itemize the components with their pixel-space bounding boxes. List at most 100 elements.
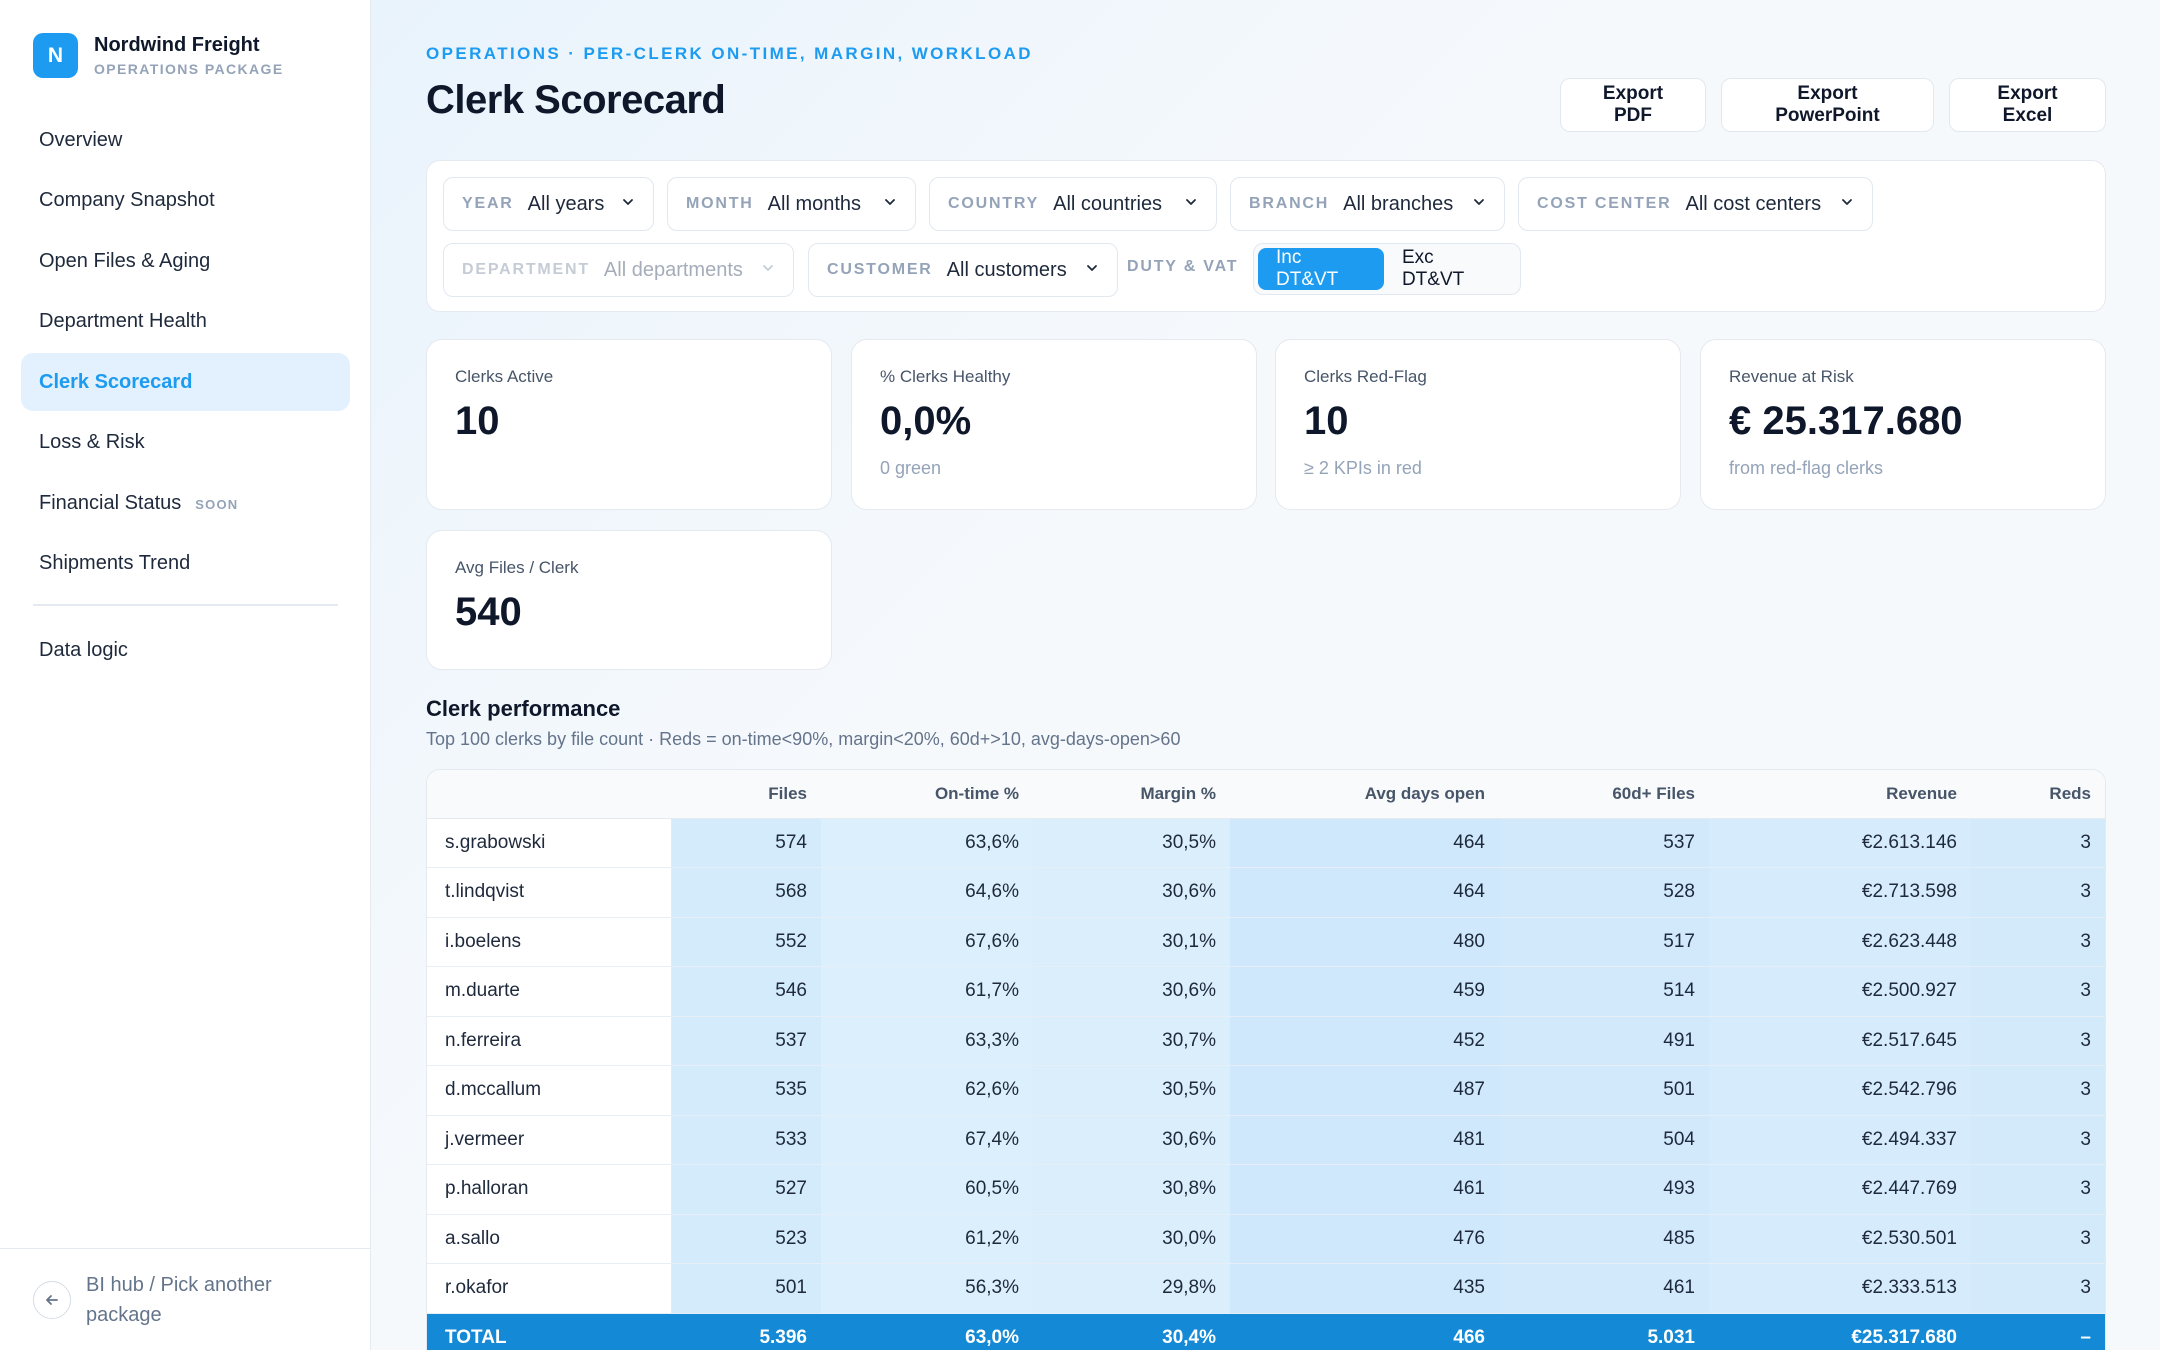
sidebar-item-shipments-trend[interactable]: Shipments Trend (21, 535, 350, 593)
table-cell: €2.623.448 (1709, 917, 1971, 967)
table-cell: 480 (1230, 917, 1499, 967)
table-cell: 493 (1499, 1164, 1709, 1215)
table-cell: 64,6% (821, 867, 1033, 918)
table-cell: 29,8% (1033, 1263, 1230, 1314)
filter-label: MONTH (686, 195, 754, 212)
cost-center-filter[interactable]: COST CENTER All cost centers (1518, 177, 1873, 231)
sidebar-item-label: Loss & Risk (39, 431, 145, 453)
table-cell: 491 (1499, 1016, 1709, 1066)
table-cell: 527 (671, 1164, 821, 1215)
month-filter[interactable]: MONTH All months (667, 177, 916, 231)
inc-dtvt-option[interactable]: Inc DT&VT (1258, 247, 1384, 290)
filter-label: YEAR (462, 195, 514, 212)
table-cell: 63,3% (821, 1016, 1033, 1066)
column-header[interactable]: 60d+ Files (1499, 770, 1709, 819)
filter-label: DEPARTMENT (462, 261, 590, 278)
table-cell: 466 (1230, 1313, 1499, 1350)
column-header[interactable]: On-time % (821, 770, 1033, 819)
table-cell: 537 (1499, 818, 1709, 868)
table-cell: 63,6% (821, 818, 1033, 868)
table-row[interactable]: s.grabowski 574 63,6% 30,5% 464 537 €2.613.146… (427, 818, 2105, 868)
table-title: Clerk performance (426, 696, 621, 721)
column-header[interactable] (427, 770, 671, 819)
clerk-name-cell: i.boelens (427, 917, 672, 967)
filter-value: All departments (603, 258, 743, 281)
table-cell: 546 (671, 966, 821, 1017)
filter-value: All countries (1053, 192, 1163, 215)
table-row[interactable]: d.mccallum 535 62,6% 30,5% 487 501 €2.542.796 3 (427, 1065, 2105, 1116)
sidebar-item-loss-risk[interactable]: Loss & Risk (21, 414, 350, 472)
table-body: s.grabowski 574 63,6% 30,5% 464 537 €2.613.146… (427, 818, 2105, 1350)
brand[interactable]: N Nordwind Freight OPERATIONS PACKAGE (33, 33, 284, 78)
clerk-name-cell: j.vermeer (427, 1115, 672, 1165)
table-row[interactable]: p.halloran 527 60,5% 30,8% 461 493 €2.447.769 3 (427, 1164, 2105, 1215)
table-cell: 3 (1971, 818, 2105, 868)
table-cell: 67,6% (821, 917, 1033, 967)
sidebar-item-label: Overview (39, 128, 123, 151)
main-content: OPERATIONS · PER-CLERK ON-TIME, MARGIN, … (371, 0, 2160, 1350)
table-row[interactable]: t.lindqvist 568 64,6% 30,6% 464 528 €2.713.598… (427, 867, 2105, 918)
brand-subtitle: OPERATIONS PACKAGE (94, 61, 284, 77)
sidebar-footer[interactable]: BI hub / Pick another package (0, 1248, 371, 1350)
table-cell: 30,6% (1033, 867, 1230, 918)
export-powerpoint-button[interactable]: Export PowerPoint (1721, 78, 1934, 132)
kpi-label: Clerks Active (455, 367, 554, 386)
arrow-left-icon[interactable] (33, 1280, 71, 1319)
filter-value: All years (527, 192, 605, 215)
sidebar-item-open-files-aging[interactable]: Open Files & Aging (21, 232, 350, 290)
column-header[interactable]: Files (671, 770, 821, 819)
table-cell: 56,3% (821, 1263, 1033, 1314)
filter-label: COST CENTER (1537, 195, 1672, 212)
table-cell: €2.500.927 (1709, 966, 1971, 1017)
table-cell: 459 (1230, 966, 1499, 1017)
department-filter: DEPARTMENT All departments (443, 243, 794, 297)
brand-logo: N (33, 33, 78, 78)
sidebar-item-financial-status[interactable]: Financial Status SOON (21, 474, 350, 532)
table-cell: 3 (1971, 1263, 2105, 1314)
clerk-table: Files On-time % Margin % Avg days open 6… (427, 770, 2105, 1350)
table-row[interactable]: j.vermeer 533 67,4% 30,6% 481 504 €2.494.337 3 (427, 1115, 2105, 1165)
sidebar-item-data-logic[interactable]: Data logic (21, 621, 350, 679)
clerk-name-cell: n.ferreira (427, 1016, 672, 1066)
table-cell: 30,5% (1033, 818, 1230, 868)
clerk-name-cell: s.grabowski (427, 818, 672, 868)
table-cell: 3 (1971, 966, 2105, 1017)
sidebar-item-overview[interactable]: Overview (21, 111, 350, 169)
sidebar-item-clerk-scorecard[interactable]: Clerk Scorecard (21, 353, 350, 411)
column-header[interactable]: Avg days open (1230, 770, 1499, 819)
sidebar-item-company-snapshot[interactable]: Company Snapshot (21, 172, 350, 230)
column-header[interactable]: Revenue (1709, 770, 1971, 819)
table-cell: 568 (671, 867, 821, 918)
page-title: Clerk Scorecard (426, 78, 726, 122)
filter-value: All customers (946, 258, 1067, 281)
table-row[interactable]: r.okafor 501 56,3% 29,8% 435 461 €2.333.513 3 (427, 1263, 2105, 1314)
table-row[interactable]: i.boelens 552 67,6% 30,1% 480 517 €2.623.448 3 (427, 917, 2105, 967)
year-filter[interactable]: YEAR All years (443, 177, 654, 231)
export-excel-button[interactable]: Export Excel (1949, 78, 2106, 132)
table-cell: 481 (1230, 1115, 1499, 1165)
table-row[interactable]: n.ferreira 537 63,3% 30,7% 452 491 €2.517.645 3 (427, 1016, 2105, 1066)
exc-dtvt-option[interactable]: Exc DT&VT (1401, 247, 1465, 290)
table-cell: €25.317.680 (1709, 1313, 1971, 1350)
branch-filter[interactable]: BRANCH All branches (1230, 177, 1505, 231)
table-cell: 30,5% (1033, 1065, 1230, 1116)
kpi-value: 540 (455, 590, 522, 634)
bi-hub-link[interactable]: BI hub / Pick another package (86, 1273, 272, 1326)
country-filter[interactable]: COUNTRY All countries (929, 177, 1217, 231)
chevron-down-icon (1184, 195, 1198, 214)
table-row[interactable]: a.sallo 523 61,2% 30,0% 476 485 €2.530.501 3 (427, 1214, 2105, 1264)
table-cell: €2.613.146 (1709, 818, 1971, 868)
column-header[interactable]: Reds (1971, 770, 2105, 819)
export-pdf-button[interactable]: Export PDF (1560, 78, 1706, 132)
customer-filter[interactable]: CUSTOMER All customers (808, 243, 1118, 297)
table-cell: 528 (1499, 867, 1709, 918)
column-header[interactable]: Margin % (1033, 770, 1230, 819)
filter-value: All cost centers (1685, 192, 1822, 215)
table-cell: €2.530.501 (1709, 1214, 1971, 1264)
table-row[interactable]: m.duarte 546 61,7% 30,6% 459 514 €2.500.927 3 (427, 966, 2105, 1017)
sidebar-item-label: Data logic (39, 638, 128, 661)
chevron-down-icon (1085, 261, 1099, 280)
sidebar-item-department-health[interactable]: Department Health (21, 293, 350, 351)
kpi-value: € 25.317.680 (1729, 399, 1963, 443)
table-cell: 3 (1971, 1065, 2105, 1116)
